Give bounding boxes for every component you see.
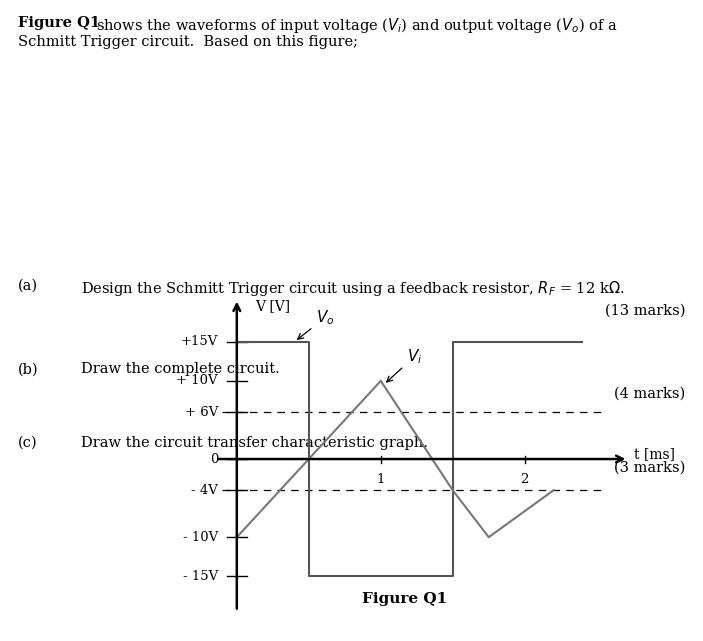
Text: - 15V: - 15V <box>183 570 218 583</box>
Text: - 4V: - 4V <box>191 484 218 497</box>
Text: 1: 1 <box>377 473 385 486</box>
Text: (3 marks): (3 marks) <box>614 460 685 474</box>
Text: t [ms]: t [ms] <box>634 447 675 462</box>
Text: $V_o$: $V_o$ <box>297 308 335 339</box>
Text: (13 marks): (13 marks) <box>605 303 685 317</box>
Text: shows the waveforms of input voltage ($V_i$) and output voltage ($V_o$) of a: shows the waveforms of input voltage ($V… <box>96 16 618 35</box>
Text: (a): (a) <box>18 279 38 293</box>
Text: (4 marks): (4 marks) <box>614 387 685 401</box>
Text: V [V]: V [V] <box>255 299 290 313</box>
Text: Schmitt Trigger circuit.  Based on this figure;: Schmitt Trigger circuit. Based on this f… <box>18 35 358 49</box>
Text: (c): (c) <box>18 436 37 450</box>
Text: Draw the circuit transfer characteristic graph.: Draw the circuit transfer characteristic… <box>81 436 428 450</box>
Text: - 10V: - 10V <box>183 531 218 544</box>
Text: Figure Q1: Figure Q1 <box>18 16 100 30</box>
Text: (b): (b) <box>18 362 38 376</box>
Text: $V_i$: $V_i$ <box>387 347 422 382</box>
Text: Design the Schmitt Trigger circuit using a feedback resistor, $R_F$ = 12 k$\Omeg: Design the Schmitt Trigger circuit using… <box>81 279 624 298</box>
Text: +15V: +15V <box>181 335 218 348</box>
Text: 0: 0 <box>209 453 218 465</box>
Text: Figure Q1: Figure Q1 <box>361 592 447 606</box>
Text: + 6V: + 6V <box>185 406 218 419</box>
Text: Draw the complete circuit.: Draw the complete circuit. <box>81 362 280 376</box>
Text: + 10V: + 10V <box>176 374 218 387</box>
Text: 2: 2 <box>520 473 529 486</box>
